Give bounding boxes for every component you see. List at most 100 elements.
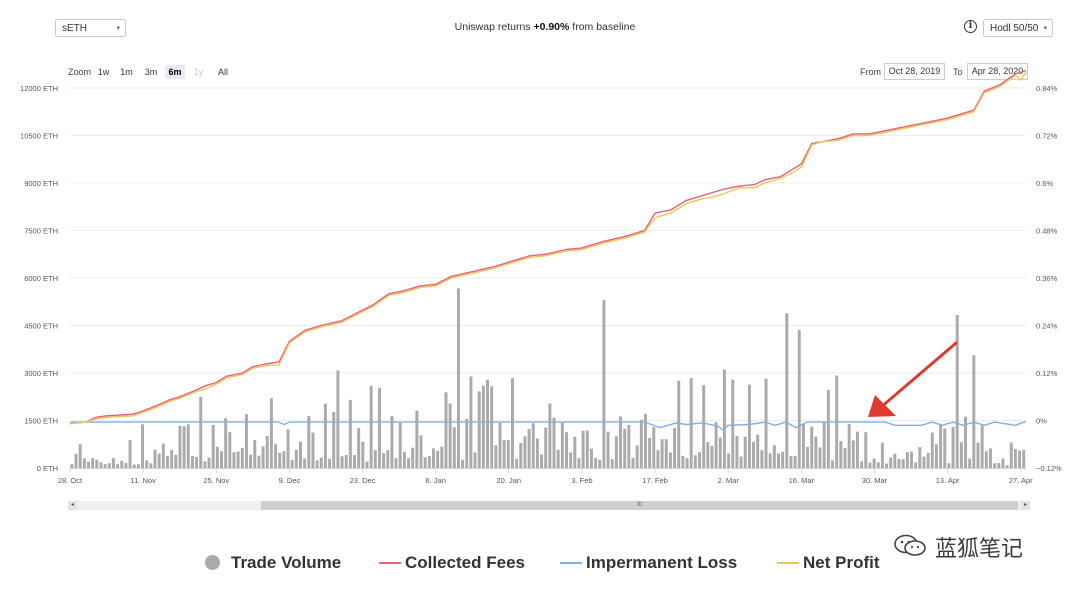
zoom-button-1w[interactable]: 1w: [97, 67, 110, 77]
trade-volume-bar: [149, 463, 153, 468]
trade-volume-bar: [598, 459, 602, 468]
trade-volume-bar: [968, 458, 972, 468]
returns-headline: Uniswap returns +0.90% from baseline: [0, 21, 1080, 33]
scroll-thumb[interactable]: III: [261, 501, 1018, 510]
y-right-tick-label: 0.24%: [1036, 322, 1058, 331]
trade-volume-bar: [290, 459, 294, 468]
trade-volume-bar: [344, 455, 348, 468]
x-tick-label: 2. Mar: [718, 476, 740, 485]
trade-volume-bar: [1005, 465, 1009, 468]
trade-volume-bar: [299, 441, 302, 468]
zoom-button-3m[interactable]: 3m: [144, 67, 158, 77]
trade-volume-bar: [510, 378, 514, 468]
trade-volume-bar: [340, 456, 344, 468]
x-tick-label: 16. Mar: [789, 476, 815, 485]
y-left-tick-label: 0 ETH: [37, 464, 58, 473]
trade-volume-bar: [814, 436, 818, 468]
legend-item-trade-volume[interactable]: Trade Volume: [205, 552, 341, 574]
trade-volume-bar: [328, 458, 332, 468]
trade-volume-bar: [959, 442, 963, 468]
trade-volume-bar: [394, 458, 398, 468]
y-left-tick-label: 7500 ETH: [24, 227, 58, 236]
trade-volume-bar: [361, 441, 365, 468]
from-date-input[interactable]: Oct 28, 2019: [884, 63, 945, 80]
trade-volume-bar: [141, 424, 145, 468]
y-right-tick-label: 0.84%: [1036, 84, 1058, 93]
trade-volume-bar: [772, 445, 776, 468]
impermanent-loss-line: [70, 420, 1027, 431]
zoom-button-1m[interactable]: 1m: [120, 67, 133, 77]
chevron-down-icon: ▾: [1043, 25, 1047, 32]
trade-volume-bar: [473, 452, 477, 468]
trade-volume-bar: [182, 426, 186, 468]
trade-volume-bar: [577, 458, 581, 468]
scroll-right-button[interactable]: ▸: [1021, 501, 1030, 510]
trade-volume-bar: [585, 430, 589, 468]
trade-volume-bar: [411, 447, 415, 468]
trade-volume-bar: [1022, 449, 1026, 468]
trade-volume-bar: [278, 452, 282, 468]
navigator-scrollbar[interactable]: ◂ III ▸: [68, 501, 1030, 510]
trade-volume-bar: [801, 423, 805, 468]
trade-volume-bar: [785, 313, 789, 468]
pool-select[interactable]: sETH ▾: [55, 19, 126, 37]
trade-volume-bar: [664, 439, 668, 468]
trade-volume-bar: [99, 462, 103, 468]
zoom-button-6m[interactable]: 6m: [165, 65, 185, 79]
trade-volume-bar: [993, 463, 997, 468]
trade-volume-bar: [544, 427, 548, 468]
y-right-tick-label: 0.36%: [1036, 274, 1058, 283]
trade-volume-bar: [714, 422, 718, 468]
trade-volume-bar: [195, 456, 199, 468]
trade-volume-bar: [357, 428, 361, 468]
trade-volume-bar: [444, 392, 448, 468]
trade-volume-bar: [752, 441, 756, 468]
trade-volume-bar: [880, 442, 884, 468]
trade-volume-bar: [307, 416, 311, 468]
y-left-tick-label: 12000 ETH: [20, 84, 58, 93]
trade-volume-bar: [369, 385, 373, 468]
y-left-tick-label: 10500 ETH: [20, 132, 58, 141]
trade-volume-bar: [930, 432, 934, 468]
trade-volume-bar: [885, 463, 889, 468]
trade-volume-bar: [984, 451, 988, 468]
trade-volume-bar: [789, 455, 793, 468]
trade-volume-bar: [573, 436, 577, 468]
strategy-select[interactable]: Hodl 50/50 ▾: [983, 19, 1053, 37]
legend-item-impermanent-loss[interactable]: Impermanent Loss: [560, 552, 737, 574]
trade-volume-bar: [332, 411, 336, 468]
trade-volume-bar: [810, 426, 814, 468]
trade-volume-bar: [220, 451, 223, 468]
x-tick-label: 23. Dec: [350, 476, 376, 485]
trade-volume-bar: [644, 413, 647, 468]
trade-volume-bar: [153, 449, 157, 468]
trade-volume-bar: [402, 451, 406, 468]
legend-item-net-profit[interactable]: Net Profit: [777, 552, 880, 574]
trade-volume-bar: [540, 454, 544, 468]
trade-volume-bar: [689, 378, 693, 468]
trade-volume-bar: [905, 452, 909, 468]
trade-volume-bar: [74, 453, 78, 468]
collected-fees-line: [69, 69, 1027, 425]
legend-item-collected-fees[interactable]: Collected Fees: [379, 552, 525, 574]
trade-volume-bar: [735, 436, 739, 468]
scroll-left-button[interactable]: ◂: [68, 501, 77, 510]
trade-volume-bar: [82, 458, 86, 468]
trade-volume-bar: [506, 440, 510, 468]
trade-volume-bar: [610, 459, 614, 468]
trade-volume-bar: [107, 463, 111, 468]
zoom-button-all[interactable]: All: [217, 67, 228, 77]
trade-volume-bar: [631, 457, 635, 468]
trade-volume-bar: [70, 464, 74, 468]
trade-volume-bar: [806, 446, 810, 468]
trade-volume-bar: [490, 386, 494, 468]
trade-volume-bar: [739, 456, 743, 468]
trade-volume-bar: [793, 455, 797, 468]
strategy-select-value: Hodl 50/50: [990, 23, 1039, 34]
trade-volume-bar: [897, 458, 901, 468]
trade-volume-bar: [423, 457, 427, 468]
trade-volume-bar: [253, 440, 257, 468]
net-profit-line: [69, 71, 1027, 425]
y-left-tick-label: 1500 ETH: [24, 417, 58, 426]
info-icon[interactable]: i: [964, 20, 977, 33]
